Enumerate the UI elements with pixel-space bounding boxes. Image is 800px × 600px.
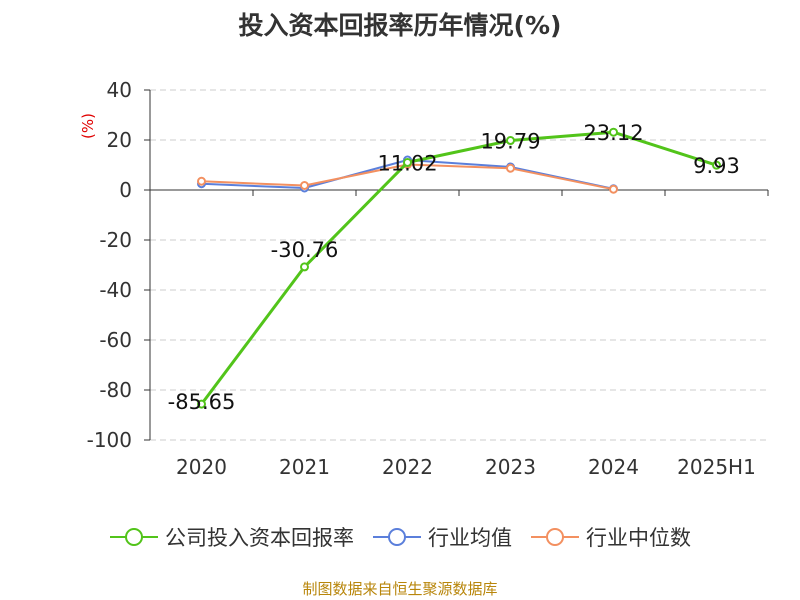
line-chart: 40 20 0 -20 -40 -60 -80 -100 (%) 2020 2021 2022 2023…: [79, 78, 769, 479]
y-tick-label: -80: [99, 378, 132, 402]
legend-label-company-roic: 公司投入资本回报率: [165, 526, 354, 550]
data-point: [712, 160, 721, 170]
data-point: [300, 181, 309, 190]
series-line: [200, 130, 717, 406]
data-label: 19.79: [480, 130, 540, 154]
y-tick-label: -60: [99, 328, 132, 352]
legend-label-industry-median: 行业中位数: [586, 526, 691, 550]
x-tick-label: 2021: [279, 455, 330, 479]
data-point: [609, 184, 618, 194]
data-label: -30.76: [271, 238, 339, 262]
data-point: [300, 262, 309, 272]
data-label: 23.12: [583, 121, 643, 145]
legend-label-industry-mean: 行业均值: [428, 526, 512, 550]
data-point: [506, 163, 515, 173]
data-point: [197, 176, 206, 186]
data-point: [197, 399, 206, 409]
data-label: 11.02: [377, 151, 437, 175]
legend-marker-industry-mean: [373, 528, 421, 546]
data-point: [609, 127, 618, 137]
data-point: [403, 157, 412, 167]
x-tick-label: 2022: [382, 455, 433, 479]
x-tick-label: 2023: [485, 455, 536, 479]
x-tick-label: 2024: [588, 455, 639, 479]
legend-marker-industry-median: [531, 528, 579, 546]
y-tick-label: -100: [87, 428, 132, 452]
legend-marker-company-roic: [110, 528, 158, 546]
y-tick-label: 40: [107, 78, 132, 102]
data-source-note: 制图数据来自恒生聚源数据库: [302, 580, 498, 598]
y-tick-label: -20: [99, 228, 132, 252]
data-point: [506, 136, 515, 146]
legend-item-company-roic[interactable]: 公司投入资本回报率: [109, 522, 354, 552]
y-axis-label: (%): [79, 113, 97, 139]
legend-item-industry-mean[interactable]: 行业均值: [372, 522, 512, 552]
y-tick-label: 20: [107, 128, 132, 152]
legend-item-industry-median[interactable]: 行业中位数: [530, 522, 691, 552]
y-tick-label: 0: [119, 178, 132, 202]
x-tick-label: 2025H1: [677, 455, 756, 479]
y-tick-label: -40: [99, 278, 132, 302]
data-label: -85.65: [168, 390, 236, 414]
x-tick-label: 2020: [176, 455, 227, 479]
data-label: 9.93: [693, 154, 740, 178]
legend: 公司投入资本回报率 行业均值 行业中位数: [0, 520, 800, 554]
chart-title: 投入资本回报率历年情况(%): [238, 11, 562, 40]
